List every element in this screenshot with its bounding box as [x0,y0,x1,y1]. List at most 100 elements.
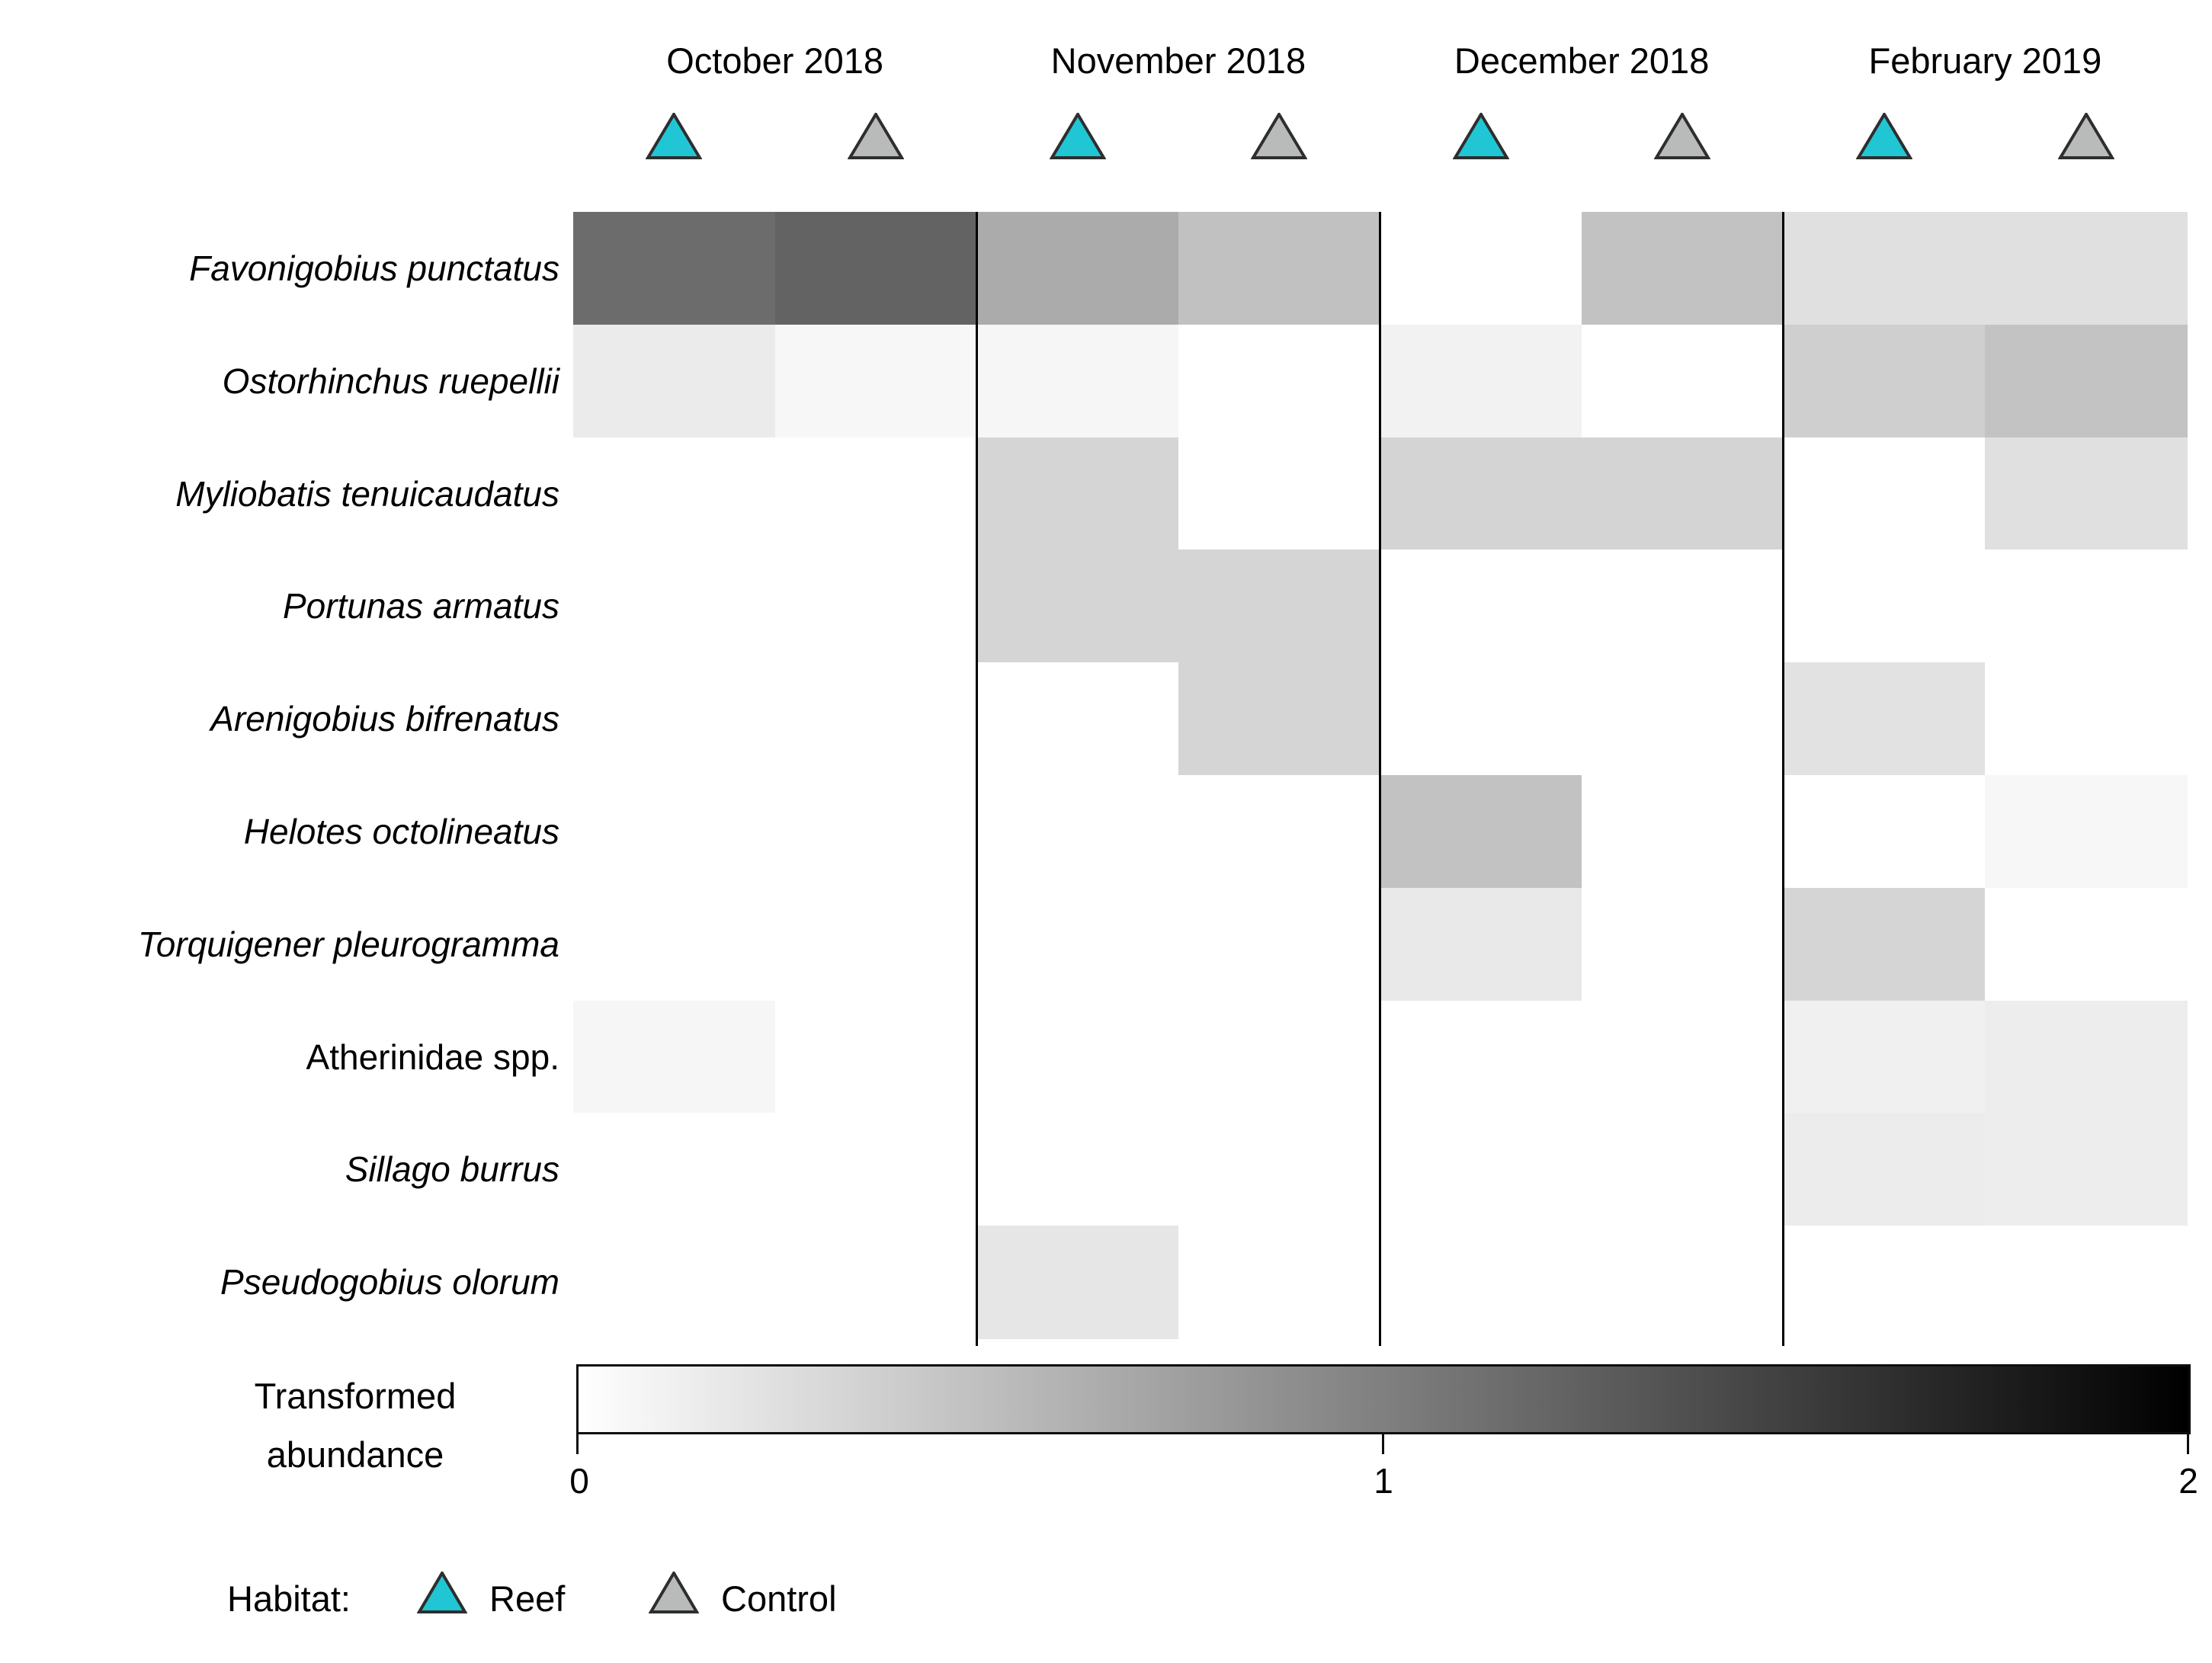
species-label: Torquigener pleurogramma [137,924,559,964]
heatmap-cell [1380,212,1583,325]
species-label: Myliobatis tenuicaudatus [175,473,559,514]
legend-control-label: Control [721,1578,837,1619]
heatmap-cell [976,887,1179,1001]
heatmap-cell [976,1113,1179,1227]
heatmap-cell [1582,775,1784,889]
heatmap-cell [1582,550,1784,664]
heatmap-cell [1985,1000,2188,1114]
heatmap-cell [1582,1000,1784,1114]
heatmap-cell [1582,324,1784,438]
legend-habitat-label: Habitat: [227,1578,351,1619]
month-separator-line [975,212,978,1346]
species-label: Portunas armatus [282,586,559,626]
heatmap-cell [573,662,776,776]
heatmap-cell [573,775,776,889]
heatmap-cell [1178,324,1381,438]
colorbar-gradient [576,1364,2191,1434]
heatmap-cell [1783,887,1986,1001]
heatmap-cell [1380,437,1583,551]
heatmap-cell [573,437,776,551]
reef-triangle-shape [1049,113,1106,159]
control-triangle-icon [847,113,904,159]
heatmap-cell [1783,662,1986,776]
heatmap-cell [1985,775,2188,889]
heatmap-cell [1985,212,2188,325]
heatmap-cell [774,775,978,889]
heatmap-cell [976,1226,1179,1339]
reef-triangle-shape [1452,113,1509,159]
heatmap-cell [774,887,978,1001]
heatmap-cell [573,887,776,1001]
heatmap-cell [1783,324,1986,438]
heatmap-cell [573,324,776,438]
heatmap-cell [774,550,978,664]
species-label: Arenigobius bifrenatus [210,699,559,739]
reef-triangle-icon [1452,113,1509,159]
heatmap-cell [1582,662,1784,776]
heatmap-cell [1985,662,2188,776]
colorbar-title: abundance [266,1434,444,1475]
heatmap-cell [1985,324,2188,438]
heatmap-cell [1582,887,1784,1001]
heatmap-cell [1582,1226,1784,1339]
species-label: Sillago burrus [345,1149,559,1190]
heatmap-cell [1380,775,1583,889]
heatmap-cell [774,324,978,438]
heatmap-cell [1582,437,1784,551]
heatmap-cell [1380,1226,1583,1339]
colorbar-title: Transformed [254,1376,457,1416]
colorbar-tick-label: 2 [2178,1461,2198,1501]
reef-triangle-shape [1856,113,1913,159]
control-triangle-shape [1251,113,1308,159]
control-triangle-shape [649,1572,699,1613]
species-label: Atherinidae spp. [306,1037,559,1077]
heatmap-cell [1783,550,1986,664]
month-header: February 2019 [1868,40,2102,81]
heatmap-cell [774,1113,978,1227]
reef-triangle-icon [646,113,703,159]
heatmap-cell [1178,1113,1381,1227]
heatmap-cell [1783,437,1986,551]
colorbar-tick-mark [576,1434,579,1454]
heatmap-cell [774,212,978,325]
heatmap-cell [1380,887,1583,1001]
species-label: Helotes octolineatus [243,811,559,851]
heatmap-cell [1582,1113,1784,1227]
heatmap-cell [573,1000,776,1114]
heatmap-cell [573,550,776,664]
heatmap-cell [1783,212,1986,325]
heatmap-cell [573,1113,776,1227]
control-triangle-shape [1654,113,1711,159]
month-separator-line [1379,212,1381,1346]
heatmap-cell [1380,662,1583,776]
heatmap-cell [774,662,978,776]
month-header: November 2018 [1050,40,1306,81]
reef-triangle-icon [417,1572,467,1613]
heatmap-cell [976,775,1179,889]
colorbar-tick-label: 1 [1374,1461,1393,1501]
heatmap-cell [976,324,1179,438]
heatmap-cell [976,1000,1179,1114]
control-triangle-icon [649,1572,699,1613]
heatmap-cell [1178,775,1381,889]
heatmap-cell [1582,212,1784,325]
heatmap-cell [573,212,776,325]
heatmap-cell [1380,1113,1583,1227]
heatmap-cell [976,550,1179,664]
species-label: Ostorhinchus ruepellii [222,360,559,401]
heatmap-cell [976,437,1179,551]
heatmap-cell [1783,1113,1986,1227]
heatmap-cell [1178,437,1381,551]
reef-triangle-icon [1049,113,1106,159]
control-triangle-icon [1654,113,1711,159]
species-label: Favonigobius punctatus [189,248,559,288]
heatmap-cell [976,662,1179,776]
colorbar-tick-mark [1382,1434,1384,1454]
legend-reef-label: Reef [489,1578,566,1619]
heatmap-cell [1783,775,1986,889]
heatmap-cell [1178,1000,1381,1114]
heatmap-cell [573,1226,776,1339]
heatmap-cell [1178,550,1381,664]
heatmap-cell [1783,1226,1986,1339]
